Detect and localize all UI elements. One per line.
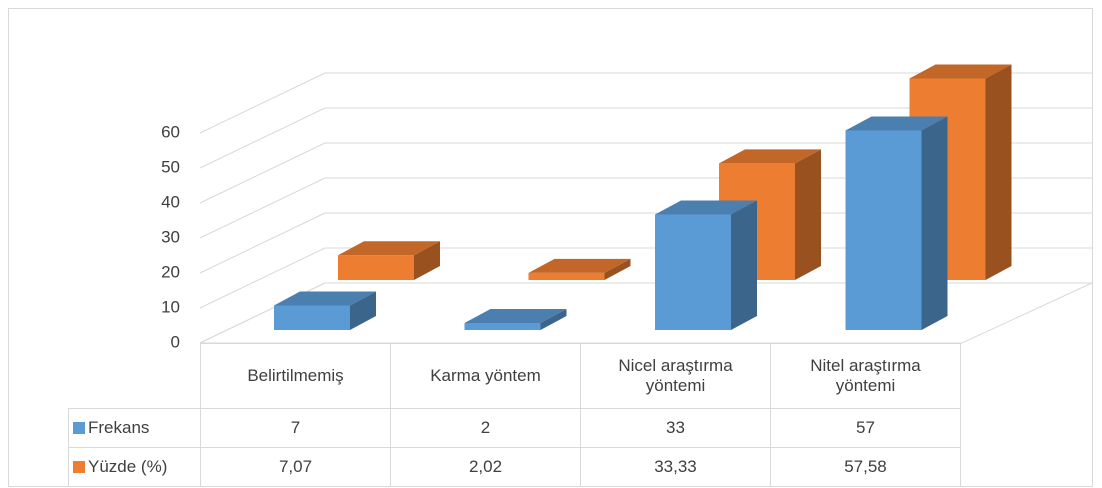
category-label: Nitel araştırma yöntemi: [770, 343, 961, 409]
bar: [274, 291, 376, 330]
legend-label: Yüzde (%): [88, 457, 168, 476]
grid-line: [199, 177, 326, 239]
y-tick-label: 50: [161, 157, 180, 176]
y-tick-label: 20: [161, 262, 180, 281]
table-corner: [68, 343, 201, 409]
bar-top: [274, 291, 376, 306]
grid-line: [199, 107, 326, 169]
chart-frame: [8, 8, 1093, 487]
bar-side: [795, 149, 821, 280]
y-tick-label: 10: [161, 297, 180, 316]
bar-top: [719, 149, 821, 164]
bar-side: [540, 309, 567, 330]
grid-line: [199, 212, 326, 274]
bar-top: [909, 64, 1012, 79]
grid-line: [199, 72, 326, 134]
bar: [338, 241, 440, 280]
legend-swatch: [73, 422, 85, 434]
category-label: Nicel araştırma yöntemi: [580, 343, 771, 409]
value-cell: 33: [580, 408, 771, 448]
bar-side: [350, 291, 376, 330]
legend-cell: Yüzde (%): [68, 447, 201, 487]
bar-front: [274, 305, 350, 330]
value-cell: 57: [770, 408, 961, 448]
bar-front: [845, 130, 922, 330]
value-cell: 57,58: [770, 447, 961, 487]
category-label: Karma yöntem: [390, 343, 581, 409]
y-tick-label: 40: [161, 192, 180, 211]
value-cell: 33,33: [580, 447, 771, 487]
legend-swatch: [73, 461, 85, 473]
bar-side: [921, 116, 948, 330]
grid-line: [199, 247, 326, 309]
bar: [845, 116, 948, 330]
bar-front: [655, 214, 731, 330]
bar: [655, 200, 757, 330]
y-tick-label: 60: [161, 122, 180, 141]
value-cell: 7,07: [200, 447, 391, 487]
y-tick-label: 30: [161, 227, 180, 246]
bar-top: [338, 241, 440, 256]
grid-line: [199, 142, 326, 204]
bar-front: [528, 272, 605, 280]
legend-label: Frekans: [88, 418, 150, 437]
bar-side: [604, 258, 631, 280]
bar-side: [985, 64, 1012, 280]
value-cell: 7: [200, 408, 391, 448]
table-header-row: Belirtilmemiş Karma yöntem Nicel araştırma…: [68, 343, 961, 409]
bar: [464, 309, 567, 330]
table-row: Frekans 7 2 33 57: [68, 408, 961, 448]
table-row: Yüzde (%) 7,07 2,02 33,33 57,58: [68, 447, 961, 487]
bar-top: [845, 116, 948, 131]
value-cell: 2: [390, 408, 581, 448]
bar: [528, 258, 631, 280]
category-label: Belirtilmemiş: [200, 343, 391, 409]
y-tick-label: 0: [171, 332, 180, 351]
bar-top: [528, 258, 631, 273]
bar-side: [414, 241, 440, 280]
bar-top: [655, 200, 757, 215]
bar-side: [731, 200, 757, 330]
bar-front: [464, 323, 541, 330]
value-cell: 2,02: [390, 447, 581, 487]
bar-front: [338, 255, 414, 280]
bar-top: [464, 309, 567, 323]
data-table: Belirtilmemiş Karma yöntem Nicel araştırma…: [68, 343, 961, 487]
legend-cell: Frekans: [68, 408, 201, 448]
